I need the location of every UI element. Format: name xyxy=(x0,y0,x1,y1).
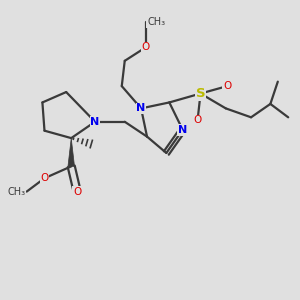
Text: O: O xyxy=(223,81,231,91)
Text: N: N xyxy=(178,125,187,135)
Text: O: O xyxy=(40,173,49,183)
Text: O: O xyxy=(73,187,81,196)
Text: CH₃: CH₃ xyxy=(147,17,165,27)
Text: S: S xyxy=(196,87,205,100)
Text: N: N xyxy=(136,103,146,113)
Polygon shape xyxy=(68,138,74,166)
Text: O: O xyxy=(141,43,150,52)
Text: CH₃: CH₃ xyxy=(7,187,25,196)
Text: N: N xyxy=(90,117,100,127)
Text: O: O xyxy=(194,115,202,125)
